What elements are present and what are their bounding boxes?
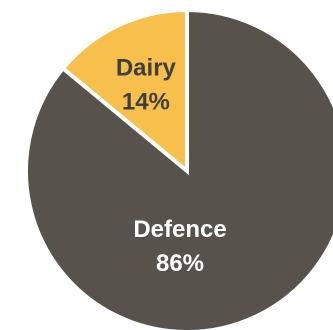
- slice-value-defence: 86%: [156, 250, 204, 277]
- pie-slice-dairy: [60, 7, 189, 176]
- slice-label-defence: Defence: [133, 216, 226, 243]
- slice-value-dairy: 14%: [122, 89, 170, 116]
- pie-slice-defence: [24, 7, 333, 330]
- slice-label-dairy: Dairy: [116, 55, 177, 82]
